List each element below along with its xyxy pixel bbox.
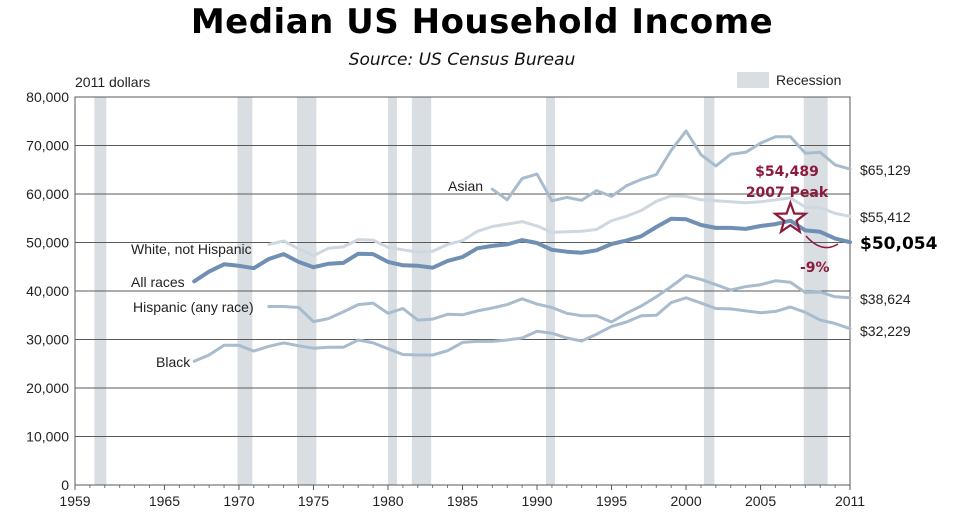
end-value-label-hispanic-any-race: $38,624 [860,291,911,307]
chart-title: Median US Household Income [190,2,774,42]
x-tick-label: 2005 [745,493,776,509]
legend-swatch-recession [737,72,769,88]
end-value-label-asian: $65,129 [860,162,911,178]
legend-label-recession: Recession [776,72,841,88]
y-tick-label: 60,000 [26,186,69,202]
series-line-white-not-hispanic [267,194,852,258]
series-name-label-white-not-hispanic: White, not Hispanic [131,241,252,257]
y-tick-label: 10,000 [26,429,69,445]
y-tick-label: 0 [61,477,69,493]
decline-arrow [805,235,839,249]
peak-year-label: 2007 Peak [746,185,829,201]
series-name-label-black: Black [156,354,191,370]
end-value-label-black: $32,229 [860,323,911,339]
series-line-black [192,296,852,363]
series-line-all-races [192,216,852,284]
decline-percent-label: -9% [800,260,830,276]
y-tick-label: 40,000 [26,283,69,299]
x-tick-label: 1980 [372,493,403,509]
series-line-asian [490,129,852,203]
series-name-label-asian: Asian [448,178,483,194]
y-tick-label: 50,000 [26,235,69,251]
series-labels: $65,129 $55,412 $50,054 $38,624 $32,229 Asian… [131,162,938,370]
x-tick-label: 1970 [223,493,254,509]
peak-value-label: $54,489 [755,164,819,180]
axes: 0 10,000 20,000 30,000 40,000 50,000 60,000 70,… [26,89,865,509]
peak-annotation: $54,489 2007 Peak -9% [746,164,839,276]
y-axis-label: 2011 dollars [75,74,150,90]
y-tick-label: 30,000 [26,332,69,348]
series-line-hispanic-any-race [267,274,852,324]
series-name-label-all-races: All races [131,274,185,290]
y-tick-label: 80,000 [26,89,69,105]
y-tick-label: 20,000 [26,380,69,396]
end-value-label-all-races: $50,054 [860,234,938,254]
x-tick-label: 1990 [521,493,552,509]
end-value-label-white-not-hispanic: $55,412 [860,209,911,225]
x-tick-label: 1985 [447,493,478,509]
x-tick-label: 1995 [596,493,627,509]
star-icon [772,199,809,235]
series-name-label-hispanic-any-race: Hispanic (any race) [133,299,254,315]
x-tick-label: 2011 [835,493,865,509]
y-tick-label: 70,000 [26,138,69,154]
legend: Recession [737,72,841,88]
x-tick-label: 2000 [670,493,701,509]
x-tick-label: 1959 [59,493,90,509]
x-tick-label: 1975 [298,493,329,509]
series-lines [192,129,852,363]
chart-subtitle: Source: US Census Bureau [348,50,576,70]
x-tick-label: 1965 [149,493,180,509]
